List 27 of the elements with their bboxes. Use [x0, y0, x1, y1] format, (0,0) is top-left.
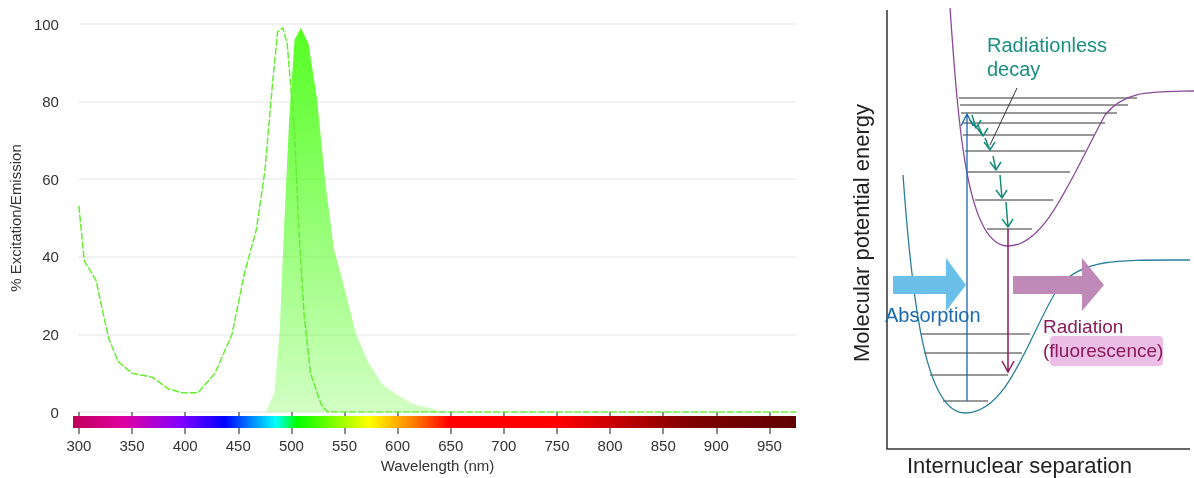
x-tick-label: 750: [544, 437, 570, 455]
x-tick-label: 300: [66, 437, 92, 455]
x-tick-label: 400: [172, 437, 198, 455]
x-axis-title: Wavelength (nm): [380, 457, 495, 474]
x-tick-label: 650: [438, 437, 464, 455]
x-tick-label: 550: [331, 437, 358, 455]
y-tick-label: 80: [42, 93, 59, 111]
x-tick-label: 950: [756, 437, 782, 455]
x-tick-label: 600: [385, 437, 411, 455]
x-tick-label: 450: [225, 437, 251, 455]
y-tick-label: 20: [42, 325, 59, 343]
text: Radiation (fluorescence): [1043, 316, 1164, 361]
x-tick-label: 900: [703, 437, 729, 455]
x-tick-label: 500: [278, 437, 304, 455]
y-axis-title: % Excitation/Emission: [7, 144, 24, 292]
text: Internuclear separation: [907, 453, 1133, 478]
line-series: [78, 27, 797, 413]
x-tick-label: 700: [491, 437, 517, 455]
text: Molecular potential energy: [849, 103, 874, 363]
x-tick-label: 350: [119, 437, 145, 455]
x-tick-label: 850: [650, 437, 676, 455]
text: Radiationless decay: [987, 34, 1108, 80]
y-tick-label: 0: [50, 403, 59, 421]
y-tick-label: 100: [33, 15, 59, 33]
y-tick-label: 40: [42, 248, 59, 266]
y-tick-label: 60: [42, 170, 59, 188]
x-tick-label: 800: [597, 437, 623, 455]
